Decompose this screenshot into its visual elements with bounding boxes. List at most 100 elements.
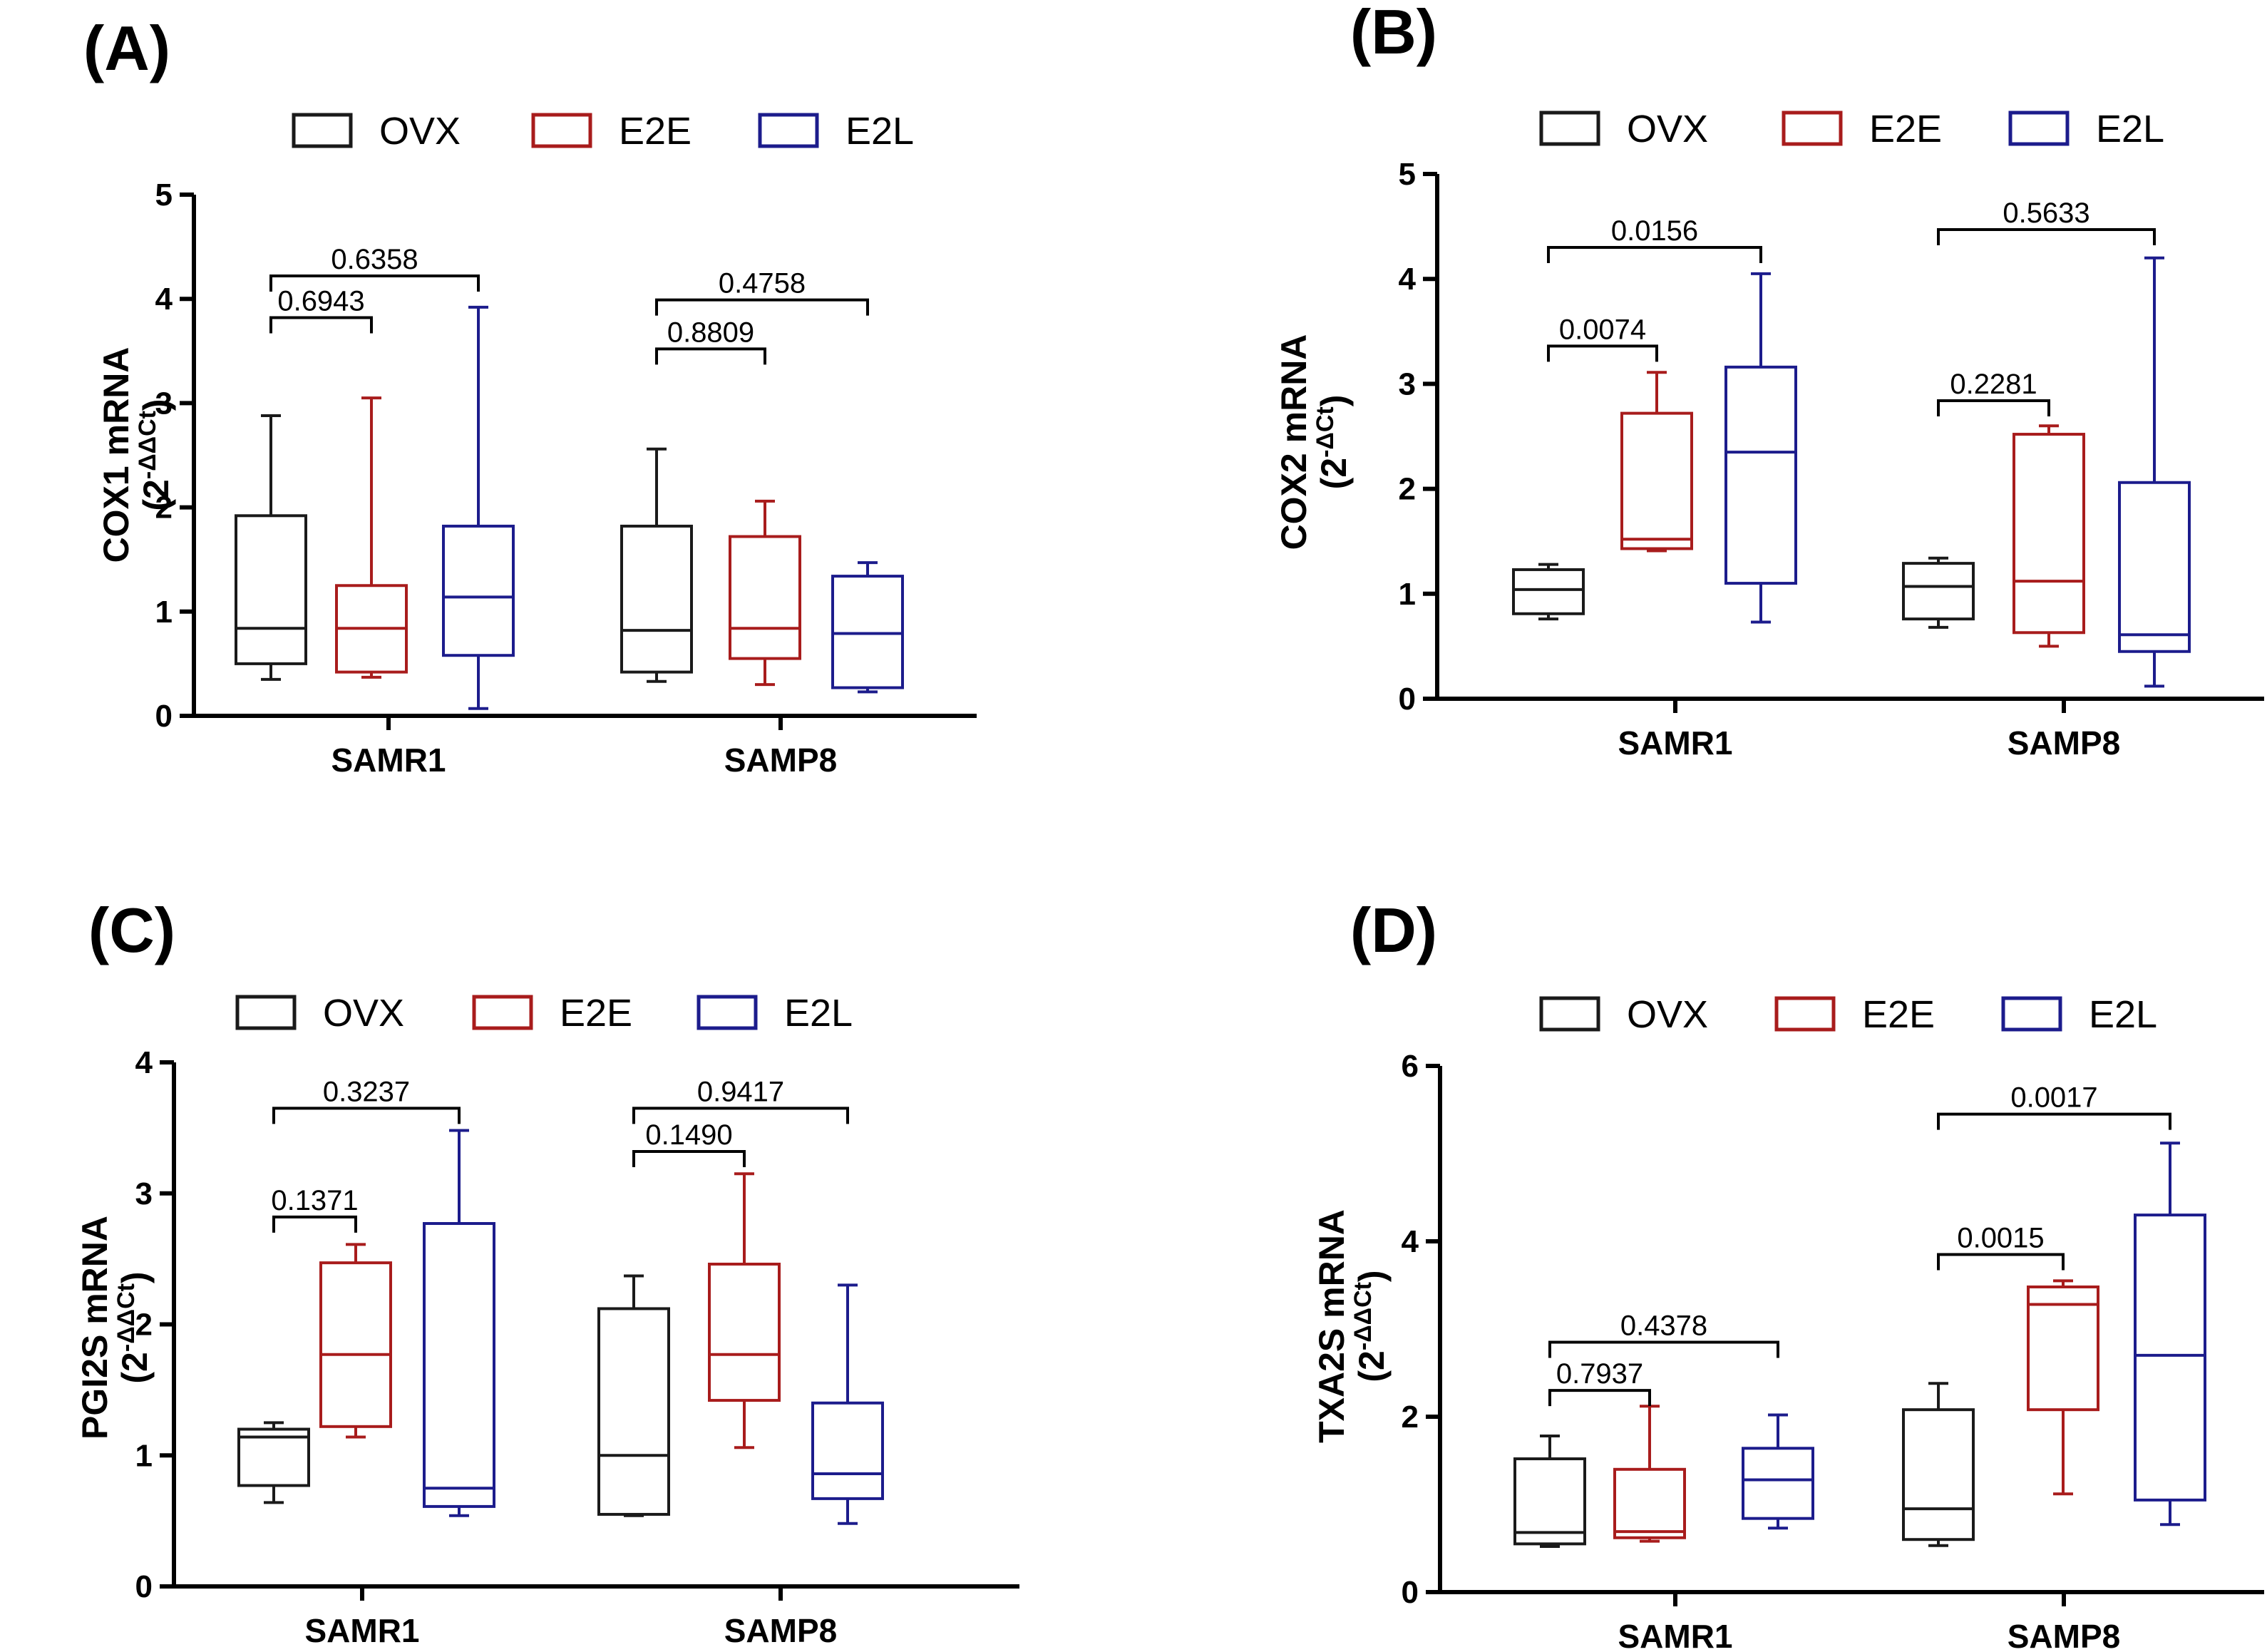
legend-swatch-e2e [1782, 111, 1843, 146]
y-axis-label: PGI2S mRNA [75, 1216, 115, 1440]
p-value-label: 0.0156 [1611, 215, 1698, 247]
comparison-bracket: 0.3237 [272, 1076, 461, 1124]
legend-label-e2e: E2E [1869, 108, 1942, 150]
y-tick-label: 3 [135, 1176, 153, 1211]
y-tick-label: 2 [155, 491, 173, 525]
y-tick-label: 0 [1399, 682, 1416, 717]
y-tick-label: 4 [1399, 262, 1417, 297]
p-value-label: 0.3237 [323, 1076, 410, 1107]
y-axis-unit: (2-ΔΔCt) [113, 1271, 155, 1383]
legend-swatch-ovx [292, 113, 353, 148]
y-tick-label: 0 [135, 1569, 153, 1604]
panel-label: (D) [1350, 895, 1437, 965]
box-e2e-samp8 [2027, 1279, 2099, 1496]
legend-swatch-e2l [758, 113, 819, 148]
comparison-bracket: 0.0074 [1547, 314, 1658, 362]
p-value-label: 0.4378 [1620, 1310, 1707, 1341]
comparison-bracket: 0.0156 [1547, 215, 1762, 264]
y-tick-label: 4 [135, 1045, 153, 1080]
comparison-bracket: 0.1371 [271, 1185, 359, 1233]
y-tick-label: 4 [1402, 1224, 1419, 1259]
box-e2e-samr1 [319, 1243, 392, 1439]
box-ovx-samr1 [237, 1421, 310, 1504]
y-axis-unit: (2-ΔCt) [1312, 395, 1354, 490]
p-value-label: 0.1371 [271, 1185, 358, 1216]
chart-panel-d: (D) OVX E2E E2L 0 2 4 6 SAMR1 SAMP8 TXA2S mRNA (2-Δ… [1312, 895, 2264, 1652]
y-axis-label: COX2 mRNA [1274, 334, 1314, 550]
p-value-label: 0.7937 [1556, 1358, 1643, 1390]
p-value-label: 0.8809 [667, 317, 754, 348]
p-value-label: 0.0074 [1559, 314, 1646, 345]
y-axis-unit: (2-ΔΔCt) [1350, 1270, 1392, 1382]
y-tick-label: 2 [135, 1308, 153, 1343]
chart-panel-b: (B) OVX E2E E2L 0 1 2 3 4 5 SAMR1 SAMP8 COX2 mRNA (2-… [1274, 0, 2264, 761]
box-e2e-samp8 [708, 1172, 781, 1450]
box-e2e-samr1 [1620, 371, 1693, 553]
x-category-label: SAMP8 [724, 742, 837, 779]
box-e2l-samr1 [423, 1129, 495, 1517]
box-ovx-samp8 [1902, 1382, 1975, 1547]
comparison-bracket: 0.6358 [269, 244, 480, 292]
legend-label-e2l: E2L [845, 110, 914, 153]
legend-swatch-ovx [1539, 111, 1600, 146]
legend-swatch-e2l [696, 995, 758, 1030]
legend-label-e2e: E2E [619, 110, 692, 153]
box-e2l-samr1 [1724, 272, 1797, 624]
y-axis-label: COX1 mRNA [96, 347, 136, 563]
legend-swatch-e2e [1774, 996, 1836, 1032]
p-value-label: 0.0017 [2010, 1082, 2097, 1114]
x-category-label: SAMR1 [1618, 724, 1732, 761]
box-e2l-samp8 [811, 1283, 884, 1525]
legend-label-ovx: OVX [379, 110, 461, 153]
p-value-label: 0.6358 [331, 244, 418, 275]
comparison-bracket: 0.5633 [1937, 197, 2156, 246]
box-e2l-samr1 [1742, 1413, 1814, 1530]
comparison-bracket: 0.0017 [1937, 1082, 2171, 1130]
comparison-bracket: 0.2281 [1937, 369, 2050, 416]
y-tick-label: 1 [1399, 577, 1416, 612]
y-tick-label: 1 [155, 595, 173, 630]
p-value-label: 0.9417 [697, 1076, 784, 1107]
p-value-label: 0.0015 [1957, 1222, 2044, 1253]
comparison-bracket: 0.4378 [1548, 1310, 1779, 1358]
y-tick-label: 5 [155, 178, 173, 212]
x-category-label: SAMR1 [331, 742, 446, 779]
y-tick-label: 0 [1402, 1575, 1419, 1610]
y-tick-label: 4 [155, 282, 173, 317]
y-tick-label: 3 [155, 386, 173, 421]
legend-swatch-e2e [531, 113, 592, 148]
box-e2l-samp8 [2134, 1141, 2206, 1527]
legend-label-ovx: OVX [1627, 993, 1708, 1036]
comparison-bracket: 0.8809 [655, 317, 766, 365]
x-category-label: SAMP8 [724, 1612, 837, 1649]
box-e2e-samp8 [2012, 424, 2085, 648]
comparison-bracket: 0.0015 [1937, 1222, 2065, 1271]
box-e2l-samp8 [831, 561, 904, 694]
x-category-label: SAMP8 [2008, 1618, 2120, 1652]
legend-swatch-ovx [1539, 996, 1600, 1032]
p-value-label: 0.6943 [277, 286, 364, 317]
chart-panel-c: (C) OVX E2E E2L 0 1 2 3 4 SAMR1 SAMP8 PGI2S mRNA (2-… [75, 895, 1019, 1649]
box-ovx-samr1 [1513, 1435, 1586, 1549]
box-ovx-samr1 [235, 414, 307, 681]
chart-panel-a: (A) OVX E2E E2L 0 1 2 3 4 5 SAMR1 SAMP8 COX1 mRNA (2-… [83, 13, 977, 779]
y-tick-label: 3 [1399, 366, 1416, 401]
p-value-label: 0.1490 [645, 1119, 732, 1151]
y-tick-label: 0 [155, 699, 173, 734]
box-ovx-samp8 [620, 447, 693, 683]
legend-swatch-e2l [2008, 111, 2070, 146]
box-e2l-samp8 [2118, 256, 2191, 688]
box-e2l-samr1 [442, 305, 515, 710]
legend-swatch-ovx [235, 995, 297, 1030]
comparison-bracket: 0.9417 [632, 1076, 849, 1124]
legend-label-e2l: E2L [784, 992, 853, 1035]
box-e2e-samr1 [1613, 1405, 1686, 1543]
legend-label-e2l: E2L [2089, 993, 2157, 1036]
box-e2e-samr1 [335, 396, 408, 679]
panel-label: (A) [83, 13, 170, 83]
box-e2e-samp8 [729, 499, 801, 687]
box-ovx-samr1 [1512, 563, 1585, 621]
legend-label-e2e: E2E [1862, 993, 1935, 1036]
y-axis-label: TXA2S mRNA [1312, 1209, 1352, 1443]
